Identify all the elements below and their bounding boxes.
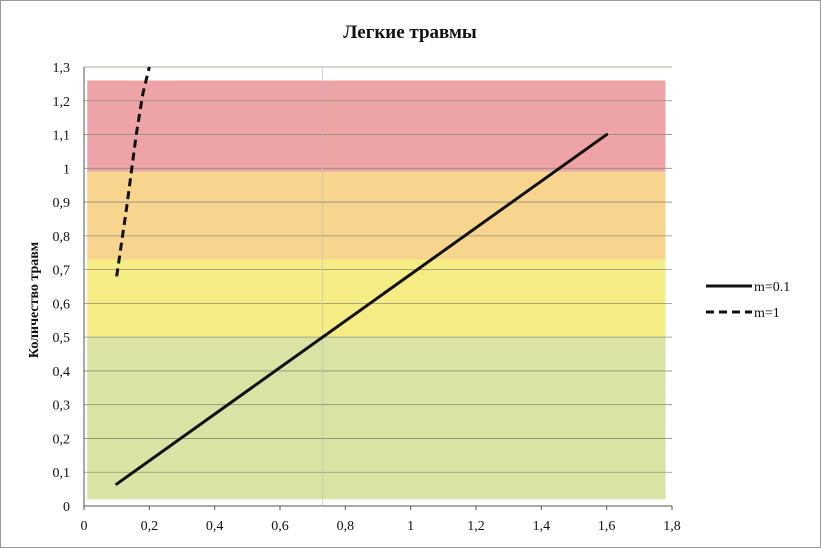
x-tick-label: 1,8 <box>663 519 681 534</box>
x-tick-label: 0 <box>81 519 88 534</box>
tick-labels: 0 0,1 0,2 0,3 0,4 0,5 0,6 0,7 0,8 0,9 1 1,1 1,2 1,3 0 0… <box>53 61 681 534</box>
zone-band-red <box>87 80 666 172</box>
y-tick-label: 0,4 <box>53 365 71 380</box>
y-tick-label: 0,9 <box>53 196 71 211</box>
y-tick-label: 1,3 <box>53 61 71 76</box>
legend-label-m1: m=1 <box>754 306 780 321</box>
legend-label-m01: m=0.1 <box>754 280 790 295</box>
y-tick-label: 0,6 <box>53 297 71 312</box>
y-axis-title: Количество травм <box>27 241 42 358</box>
y-tick-label: 0,3 <box>53 399 71 414</box>
x-tick-label: 0,4 <box>206 519 224 534</box>
series-lines <box>115 66 609 486</box>
y-tick-label: 0,7 <box>53 264 71 279</box>
axes <box>83 67 673 510</box>
x-tick-label: 1 <box>407 519 414 534</box>
y-tick-label: 1,2 <box>53 95 71 110</box>
x-tick-label: 1,6 <box>598 519 616 534</box>
x-tick-label: 0,6 <box>271 519 289 534</box>
y-tick-label: 1,1 <box>53 129 71 144</box>
x-tick-label: 1,2 <box>467 519 485 534</box>
series-line-m1 <box>115 66 151 277</box>
zone-bands <box>87 80 666 500</box>
y-tick-label: 0 <box>63 500 70 515</box>
zone-band-green <box>87 337 666 500</box>
y-tick-label: 1 <box>63 162 70 177</box>
zone-band-orange <box>87 171 666 260</box>
legend: m=0.1 m=1 <box>706 280 790 321</box>
chart-title: Легкие травмы <box>343 22 477 43</box>
x-tick-label: 1,4 <box>533 519 551 534</box>
y-tick-label: 0,8 <box>53 230 71 245</box>
series-line-m01 <box>115 133 609 486</box>
gridlines <box>84 66 672 506</box>
x-tick-label: 0,8 <box>337 519 355 534</box>
x-tick-label: 0,2 <box>141 519 159 534</box>
y-tick-label: 0,5 <box>53 331 71 346</box>
y-tick-label: 0,2 <box>53 432 71 447</box>
y-tick-label: 0,1 <box>53 466 71 481</box>
